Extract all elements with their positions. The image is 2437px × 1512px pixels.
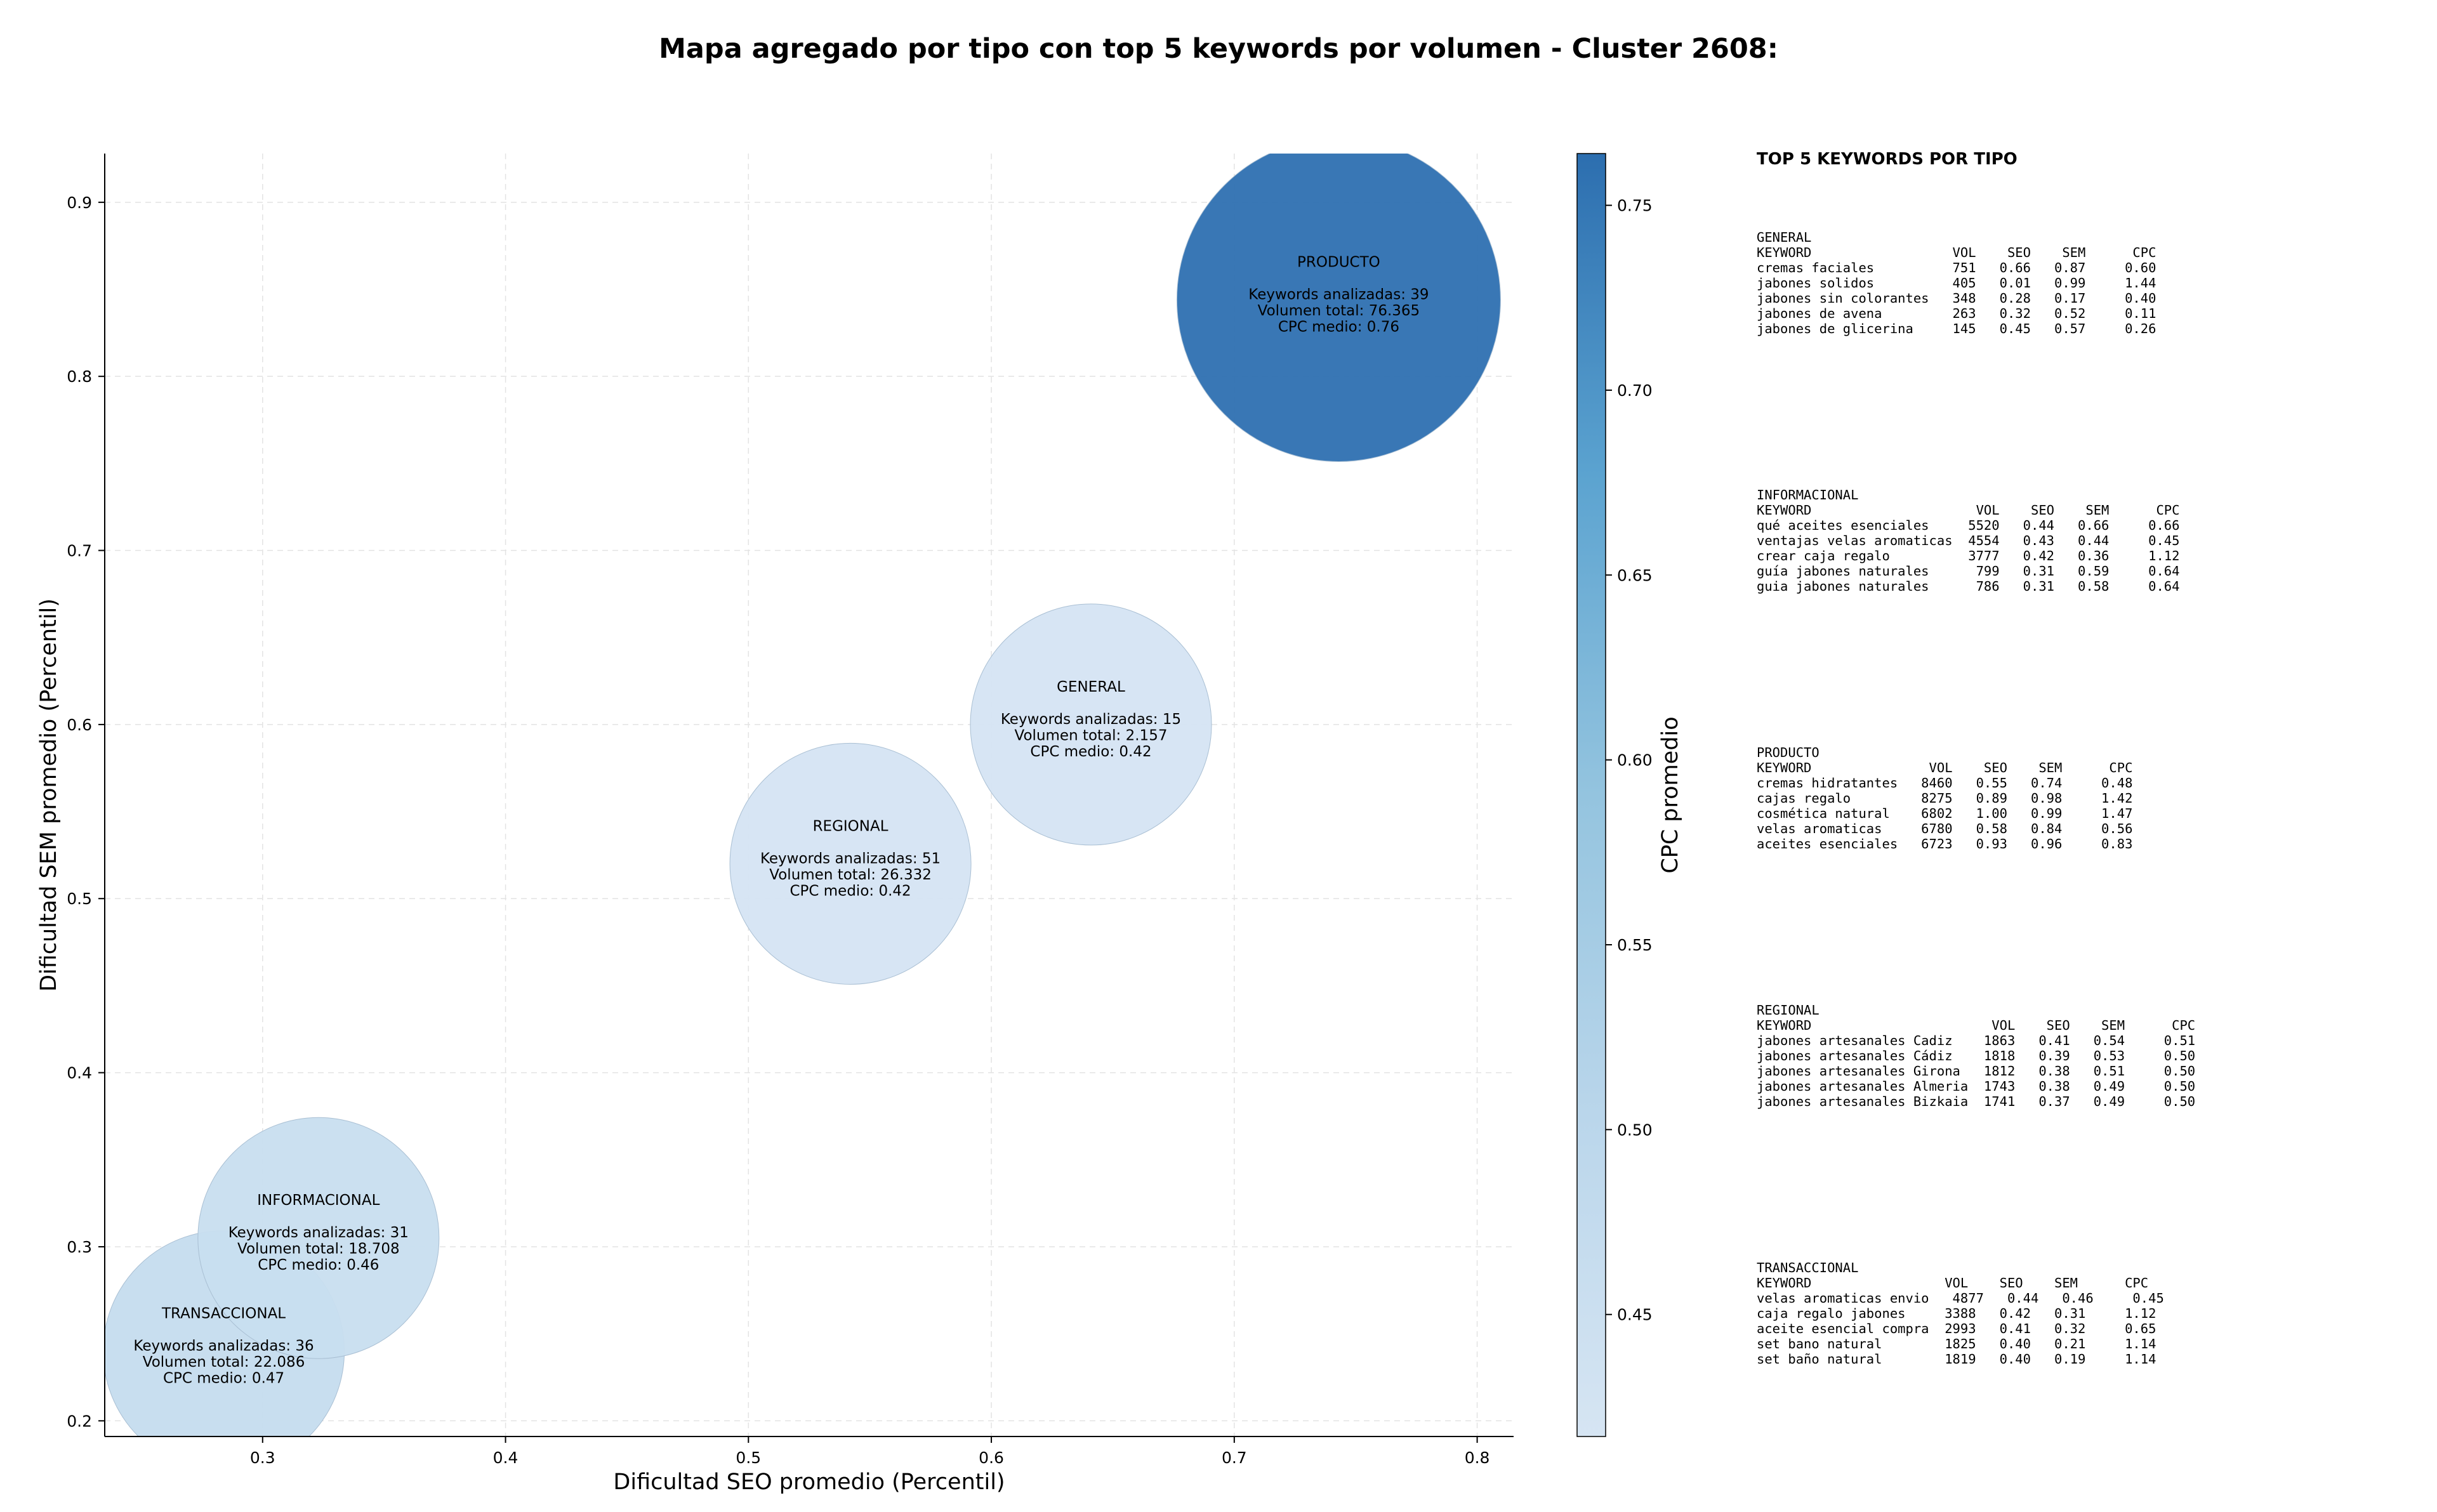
bubble-label-general: Keywords analizadas: 15 xyxy=(1001,711,1181,728)
x-tick-label: 0.8 xyxy=(1465,1449,1490,1467)
keywords-block-transaccional: TRANSACCIONAL KEYWORD VOL SEO SEM CPC ve… xyxy=(1757,1260,2164,1367)
y-tick-label: 0.7 xyxy=(67,542,92,560)
keywords-block-general: GENERAL KEYWORD VOL SEO SEM CPC cremas f… xyxy=(1757,230,2156,336)
colorbar-tick-label: 0.45 xyxy=(1617,1306,1653,1324)
panel-title: TOP 5 KEYWORDS POR TIPO xyxy=(1757,150,2018,169)
keywords-block-regional: REGIONAL KEYWORD VOL SEO SEM CPC jabones… xyxy=(1757,1003,2196,1109)
bubble-informacional xyxy=(197,1117,440,1359)
bubble-label-regional: Volumen total: 26.332 xyxy=(769,867,932,883)
keywords-block-informacional: INFORMACIONAL KEYWORD VOL SEO SEM CPC qu… xyxy=(1757,487,2180,594)
bubble-label-regional: CPC medio: 0.42 xyxy=(789,883,911,899)
bubble-label-transaccional: Volumen total: 22.086 xyxy=(143,1354,305,1371)
colorbar-tick-label: 0.70 xyxy=(1617,381,1653,400)
axes xyxy=(104,154,1514,1437)
bubble-regional xyxy=(729,742,972,985)
x-tick-label: 0.4 xyxy=(493,1449,518,1467)
colorbar: 0.45 0.50 0.55 0.60 0.65 0.70 0.75 CPC promedi… xyxy=(1576,153,1683,1437)
x-axis-label: Dificultad SEO promedio (Percentil) xyxy=(613,1469,1005,1495)
x-tick-label: 0.6 xyxy=(979,1449,1004,1467)
y-tick-label: 0.4 xyxy=(67,1064,92,1082)
keywords-block-producto: PRODUCTO KEYWORD VOL SEO SEM CPC cremas … xyxy=(1757,745,2133,851)
chart-title: Mapa agregado por tipo con top 5 keyword… xyxy=(659,33,1778,65)
colorbar-ticks: 0.45 0.50 0.55 0.60 0.65 0.70 0.75 xyxy=(1606,197,1653,1324)
y-axis-label: Dificultad SEM promedio (Percentil) xyxy=(36,598,62,992)
colorbar-gradient xyxy=(1576,153,1606,1437)
bubble-label-transaccional: TRANSACCIONAL xyxy=(161,1306,286,1322)
x-tick-label: 0.5 xyxy=(736,1449,761,1467)
bubble-label-regional: REGIONAL xyxy=(813,818,888,834)
y-tick-label: 0.6 xyxy=(67,716,92,734)
bubble-general xyxy=(970,603,1212,846)
bubble-label-general: GENERAL xyxy=(1057,679,1125,695)
top-keywords-panel: TOP 5 KEYWORDS POR TIPO GENERAL KEYWORD … xyxy=(1757,150,2429,1367)
y-tick-label: 0.9 xyxy=(67,194,92,212)
colorbar-label: CPC promedio xyxy=(1658,716,1683,873)
y-tick-label: 0.2 xyxy=(67,1412,92,1430)
bubbles xyxy=(105,154,1501,1436)
bubble-label-general: Volumen total: 2.157 xyxy=(1015,727,1168,744)
bubble-producto xyxy=(1176,154,1501,462)
colorbar-tick-label: 0.75 xyxy=(1617,197,1653,215)
ticks: 0.3 0.4 0.5 0.6 0.7 0.8 0.2 0.3 0.4 0.5 0.6 0.7 0.8 0… xyxy=(67,194,1489,1467)
y-tick-label: 0.5 xyxy=(67,890,92,908)
bubble-label-producto: Volumen total: 76.365 xyxy=(1258,303,1420,319)
colorbar-tick-label: 0.55 xyxy=(1617,936,1653,954)
y-tick-label: 0.8 xyxy=(67,367,92,386)
bubble-label-producto: CPC medio: 0.76 xyxy=(1278,319,1399,335)
bubble-label-producto: Keywords analizadas: 39 xyxy=(1248,286,1429,303)
bubble-label-general: CPC medio: 0.42 xyxy=(1030,744,1151,760)
bubble-label-producto: PRODUCTO xyxy=(1297,254,1380,270)
bubble-label-transaccional: CPC medio: 0.47 xyxy=(163,1371,284,1387)
x-tick-label: 0.3 xyxy=(250,1449,275,1467)
bubble-label-transaccional: Keywords analizadas: 36 xyxy=(133,1338,314,1355)
colorbar-tick-label: 0.60 xyxy=(1617,751,1653,770)
bubble-label-informacional: INFORMACIONAL xyxy=(257,1192,380,1209)
bubble-label-informacional: Keywords analizadas: 31 xyxy=(228,1225,409,1241)
colorbar-tick-label: 0.50 xyxy=(1617,1121,1653,1139)
bubble-label-informacional: CPC medio: 0.46 xyxy=(258,1257,379,1273)
x-tick-label: 0.7 xyxy=(1222,1449,1247,1467)
y-tick-label: 0.3 xyxy=(67,1238,92,1256)
colorbar-tick-label: 0.65 xyxy=(1617,566,1653,584)
bubble-label-regional: Keywords analizadas: 51 xyxy=(760,850,941,867)
bubble-label-informacional: Volumen total: 18.708 xyxy=(237,1241,400,1258)
